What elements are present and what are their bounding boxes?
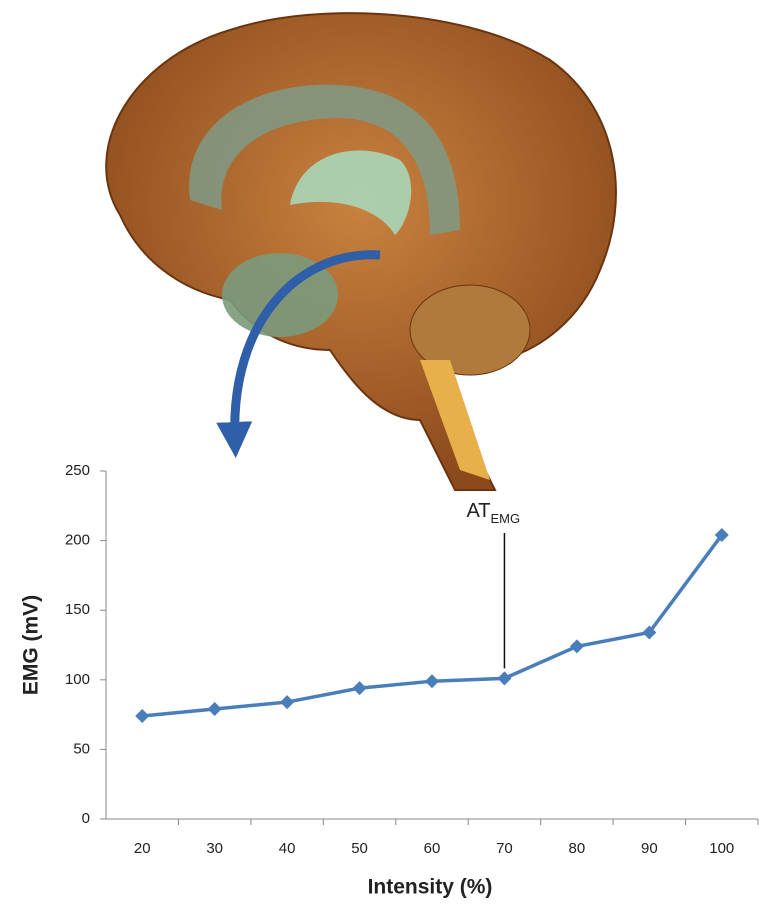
x-tick-label: 90	[641, 840, 658, 857]
annotation: ATEMG	[466, 500, 520, 526]
y-axis-title: EMG (mV)	[20, 595, 43, 695]
brainstem	[420, 360, 490, 480]
y-tick-label: 100	[65, 671, 90, 688]
marker	[569, 639, 584, 654]
y-tick-label: 0	[82, 810, 90, 827]
brain-illustration	[105, 12, 617, 491]
cingulate	[189, 84, 460, 236]
x-tick-label: 80	[569, 840, 586, 857]
marker	[280, 695, 295, 710]
marker	[207, 702, 222, 717]
x-tick-label: 20	[134, 840, 151, 857]
x-tick-label: 60	[424, 840, 441, 857]
line	[142, 533, 724, 718]
marker	[642, 625, 657, 640]
arrow	[216, 250, 381, 458]
marker	[497, 671, 512, 686]
marker	[425, 674, 439, 689]
x-tick-label: 70	[496, 840, 513, 857]
marker	[135, 708, 150, 723]
marker	[352, 681, 367, 696]
marker	[714, 528, 729, 543]
x-tick-label: 50	[351, 840, 368, 857]
x-axis-title: Intensity (%)	[368, 876, 493, 899]
y-tick-label: 50	[73, 740, 90, 757]
x-tick-label: 30	[206, 840, 223, 857]
thalamus	[290, 150, 412, 235]
cerebellum	[409, 284, 531, 376]
x-tick-label: 40	[279, 840, 296, 857]
x-tick-label: 100	[709, 840, 734, 857]
annotation-subscript: EMG	[491, 511, 521, 526]
y-tick-label: 250	[65, 462, 90, 479]
y-tick-label: 150	[65, 601, 90, 618]
annotation-text: AT	[466, 500, 490, 522]
y-tick-label: 200	[65, 532, 90, 549]
